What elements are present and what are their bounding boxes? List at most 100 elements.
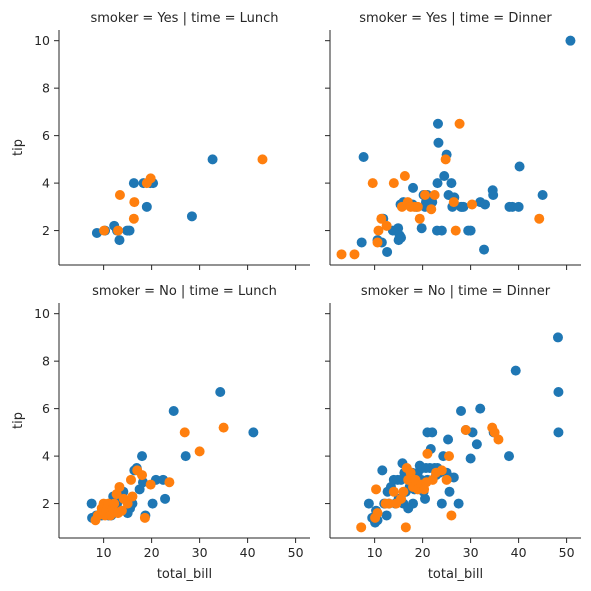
- scatter-point: [456, 406, 467, 417]
- scatter-point: [436, 465, 447, 476]
- scatter-point: [349, 249, 360, 260]
- scatter-point: [454, 118, 465, 129]
- scatter-point: [109, 498, 120, 509]
- scatter-point: [139, 512, 150, 523]
- scatter-point: [433, 137, 444, 148]
- scatter-point: [488, 189, 499, 200]
- scatter-point: [467, 199, 478, 210]
- scatter-point: [128, 178, 139, 189]
- scatter-point: [471, 439, 482, 450]
- scatter-point: [218, 422, 229, 433]
- y-tick-label: 8: [42, 354, 50, 369]
- scatter-point: [180, 451, 191, 462]
- scatter-point: [164, 477, 175, 488]
- scatter-point: [412, 201, 423, 212]
- scatter-point: [534, 213, 545, 224]
- scatter-point: [400, 522, 411, 533]
- scatter-point: [160, 493, 171, 504]
- scatter-point: [458, 201, 469, 212]
- y-tick-label: 2: [42, 223, 50, 238]
- y-tick-label: 10: [34, 306, 50, 321]
- y-axis-label: tip: [11, 412, 26, 429]
- scatter-point: [363, 498, 374, 509]
- facet-panel: smoker = No | time = Lunch 10 20 30 40 50 2 4 6 8…: [11, 284, 310, 582]
- x-tick-label: 40: [511, 545, 527, 560]
- scatter-point: [439, 170, 450, 181]
- scatter-point: [453, 498, 464, 509]
- x-tick-label: 20: [144, 545, 160, 560]
- scatter-point: [537, 189, 548, 200]
- scatter-point: [145, 479, 156, 490]
- scatter-point: [422, 448, 433, 459]
- scatter-point: [426, 204, 437, 215]
- y-tick-label: 8: [42, 81, 50, 96]
- scatter-point: [414, 213, 425, 224]
- scatter-point: [553, 387, 564, 398]
- y-tick-label: 6: [42, 128, 50, 143]
- y-axis-label: tip: [11, 139, 26, 156]
- scatter-series: [356, 422, 504, 533]
- facet-panel: smoker = Yes | time = Lunch 2 4 6 8 10 tip: [11, 11, 310, 270]
- scatter-point: [356, 522, 367, 533]
- scatter-series: [336, 118, 545, 260]
- scatter-point: [137, 451, 148, 462]
- scatter-point: [480, 199, 491, 210]
- scatter-point: [446, 510, 457, 521]
- y-tick-label: 4: [42, 449, 50, 464]
- scatter-point: [248, 427, 259, 438]
- scatter-point: [432, 178, 443, 189]
- scatter-point: [565, 35, 576, 46]
- scatter-point: [479, 244, 490, 255]
- scatter-point: [358, 151, 369, 162]
- scatter-point: [116, 505, 127, 516]
- scatter-point: [444, 486, 455, 497]
- y-tick-label: 4: [42, 176, 50, 191]
- facet-title: smoker = No | time = Dinner: [361, 284, 551, 299]
- scatter-point: [194, 446, 205, 457]
- scatter-point: [382, 246, 393, 257]
- scatter-point: [408, 498, 419, 509]
- scatter-point: [420, 189, 431, 200]
- scatter-point: [514, 161, 525, 172]
- scatter-point: [420, 493, 431, 504]
- scatter-point: [168, 406, 179, 417]
- scatter-point: [399, 170, 410, 181]
- scatter-point: [372, 508, 383, 519]
- x-tick-label: 10: [367, 545, 383, 560]
- scatter-point: [114, 481, 125, 492]
- scatter-point: [141, 201, 152, 212]
- scatter-point: [381, 510, 392, 521]
- x-axis-label: total_bill: [428, 567, 483, 582]
- scatter-point: [257, 154, 268, 165]
- scatter-point: [460, 424, 471, 435]
- scatter-point: [444, 451, 455, 462]
- scatter-point: [384, 498, 395, 509]
- scatter-point: [125, 474, 136, 485]
- scatter-point: [443, 434, 454, 445]
- scatter-point: [552, 332, 563, 343]
- facet-panel: smoker = No | time = Dinner 10 20 30 40 50 tot…: [325, 284, 581, 582]
- scatter-point: [86, 498, 97, 509]
- scatter-point: [440, 154, 451, 165]
- scatter-point: [114, 189, 125, 200]
- scatter-point: [398, 486, 409, 497]
- scatter-point: [510, 365, 521, 376]
- facet-title: smoker = Yes | time = Dinner: [359, 11, 552, 26]
- scatter-point: [465, 225, 476, 236]
- scatter-point: [145, 173, 156, 184]
- scatter-point: [405, 467, 416, 478]
- x-tick-label: 50: [288, 545, 304, 560]
- scatter-point: [408, 182, 419, 193]
- scatter-series: [99, 154, 268, 236]
- scatter-point: [124, 225, 135, 236]
- scatter-point: [448, 197, 459, 208]
- x-tick-label: 30: [192, 545, 208, 560]
- scatter-point: [381, 220, 392, 231]
- scatter-point: [441, 474, 452, 485]
- scatter-point: [127, 491, 138, 502]
- scatter-point: [356, 237, 367, 248]
- facet-panel: smoker = Yes | time = Dinner: [325, 11, 581, 270]
- scatter-point: [553, 427, 564, 438]
- facet-title: smoker = No | time = Lunch: [92, 284, 277, 299]
